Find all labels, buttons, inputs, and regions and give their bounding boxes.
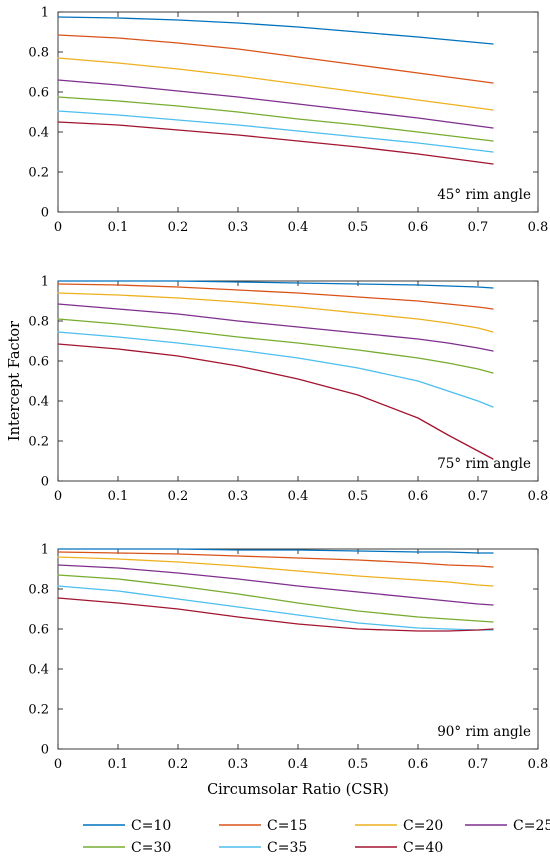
x-axis-title: Circumsolar Ratio (CSR) <box>207 782 389 798</box>
y-tick-label: 0.8 <box>28 46 49 61</box>
y-tick-label: 0 <box>41 743 49 758</box>
y-tick-label: 1 <box>41 275 49 290</box>
rim-angle-annotation: 45° rim angle <box>437 187 531 203</box>
y-tick-label: 0.8 <box>28 583 49 598</box>
x-tick-label: 0.6 <box>408 220 429 235</box>
y-tick-label: 1 <box>41 6 49 21</box>
y-tick-label: 0.4 <box>28 663 49 678</box>
series-line-c-30 <box>57 574 494 623</box>
series-line-c-15 <box>57 283 494 310</box>
legend-label-c-10: C=10 <box>131 818 171 834</box>
series-line-c-40 <box>57 343 494 460</box>
y-tick-label: 0.8 <box>28 315 49 330</box>
x-tick-label: 0.7 <box>468 220 489 235</box>
legend-label-c-15: C=15 <box>267 818 307 834</box>
y-tick-label: 0.4 <box>28 395 49 410</box>
x-tick-label: 0.1 <box>108 489 129 504</box>
y-tick-label: 0.2 <box>28 435 49 450</box>
x-tick-label: 0.3 <box>228 757 249 772</box>
plot-area-frame <box>57 280 539 482</box>
x-tick-label: 0 <box>54 757 62 772</box>
series-line-c-35 <box>57 110 494 153</box>
x-tick-label: 0.2 <box>168 757 189 772</box>
y-axis-title: Intercept Factor <box>7 321 23 441</box>
x-tick-label: 0.1 <box>108 757 129 772</box>
x-tick-label: 0.3 <box>228 489 249 504</box>
x-tick-label: 0.5 <box>348 220 369 235</box>
series-line-c-30 <box>57 96 494 142</box>
x-tick-label: 0.2 <box>168 220 189 235</box>
series-line-c-25 <box>57 303 494 352</box>
y-tick-label: 0.6 <box>28 623 49 638</box>
legend-label-c-35: C=35 <box>267 840 307 856</box>
x-tick-label: 0.6 <box>408 757 429 772</box>
series-line-c-25 <box>57 79 494 129</box>
legend: C=10 C=15 C=20 C=25 C=30 C=35 C=40 <box>83 818 550 856</box>
rim-angle-annotation: 90° rim angle <box>437 724 531 740</box>
x-tick-label: 0.7 <box>468 757 489 772</box>
series-line-c-25 <box>57 564 494 606</box>
legend-label-c-20: C=20 <box>403 818 443 834</box>
x-tick-label: 0.8 <box>528 489 549 504</box>
series-line-c-35 <box>57 331 494 408</box>
x-tick-label: 0.5 <box>348 757 369 772</box>
x-tick-label: 0.5 <box>348 489 369 504</box>
y-tick-label: 0.2 <box>28 703 49 718</box>
series-line-c-20 <box>57 57 494 111</box>
x-tick-label: 0.3 <box>228 220 249 235</box>
series-line-c-40 <box>57 597 494 632</box>
y-tick-label: 1 <box>41 543 49 558</box>
x-tick-label: 0 <box>54 489 62 504</box>
x-tick-label: 0.1 <box>108 220 129 235</box>
legend-label-c-25: C=25 <box>513 818 550 834</box>
y-tick-label: 0 <box>41 206 49 221</box>
series-line-c-10 <box>57 16 494 45</box>
x-tick-label: 0.4 <box>288 489 309 504</box>
series-line-c-30 <box>57 318 494 374</box>
x-tick-label: 0.8 <box>528 220 549 235</box>
chart-panel-1: 0 0.1 0.2 0.3 0.4 0.5 0.6 0.7 0.8 0 0.2 0.4 0.6 0.8 1 4… <box>28 6 548 236</box>
series-line-c-10 <box>57 548 494 554</box>
x-tick-label: 0.7 <box>468 489 489 504</box>
y-tick-label: 0.6 <box>28 355 49 370</box>
x-tick-label: 0 <box>54 220 62 235</box>
series-line-c-20 <box>57 292 494 333</box>
x-tick-label: 0.4 <box>288 757 309 772</box>
series-line-c-15 <box>57 551 494 568</box>
series-line-c-35 <box>57 585 494 631</box>
chart-panel-3: 0 0.1 0.2 0.3 0.4 0.5 0.6 0.7 0.8 0 0.2 0.4 0.6 0.8 1 9… <box>28 543 548 799</box>
series-line-c-40 <box>57 121 494 165</box>
x-tick-label: 0.4 <box>288 220 309 235</box>
series-line-c-15 <box>57 34 494 84</box>
legend-label-c-40: C=40 <box>403 840 443 856</box>
y-tick-label: 0.2 <box>28 166 49 181</box>
x-tick-label: 0.8 <box>528 757 549 772</box>
y-tick-label: 0 <box>41 475 49 490</box>
x-tick-label: 0.2 <box>168 489 189 504</box>
x-tick-label: 0.6 <box>408 489 429 504</box>
series-line-c-10 <box>57 280 494 289</box>
rim-angle-annotation: 75° rim angle <box>437 456 531 472</box>
y-tick-label: 0.6 <box>28 86 49 101</box>
y-tick-label: 0.4 <box>28 126 49 141</box>
legend-label-c-30: C=30 <box>131 840 171 856</box>
chart-panel-2: 0 0.1 0.2 0.3 0.4 0.5 0.6 0.7 0.8 0 0.2 0.4 0.6 0.8 1 7… <box>7 275 548 505</box>
plot-area-frame <box>57 548 539 750</box>
series-line-c-20 <box>57 556 494 587</box>
